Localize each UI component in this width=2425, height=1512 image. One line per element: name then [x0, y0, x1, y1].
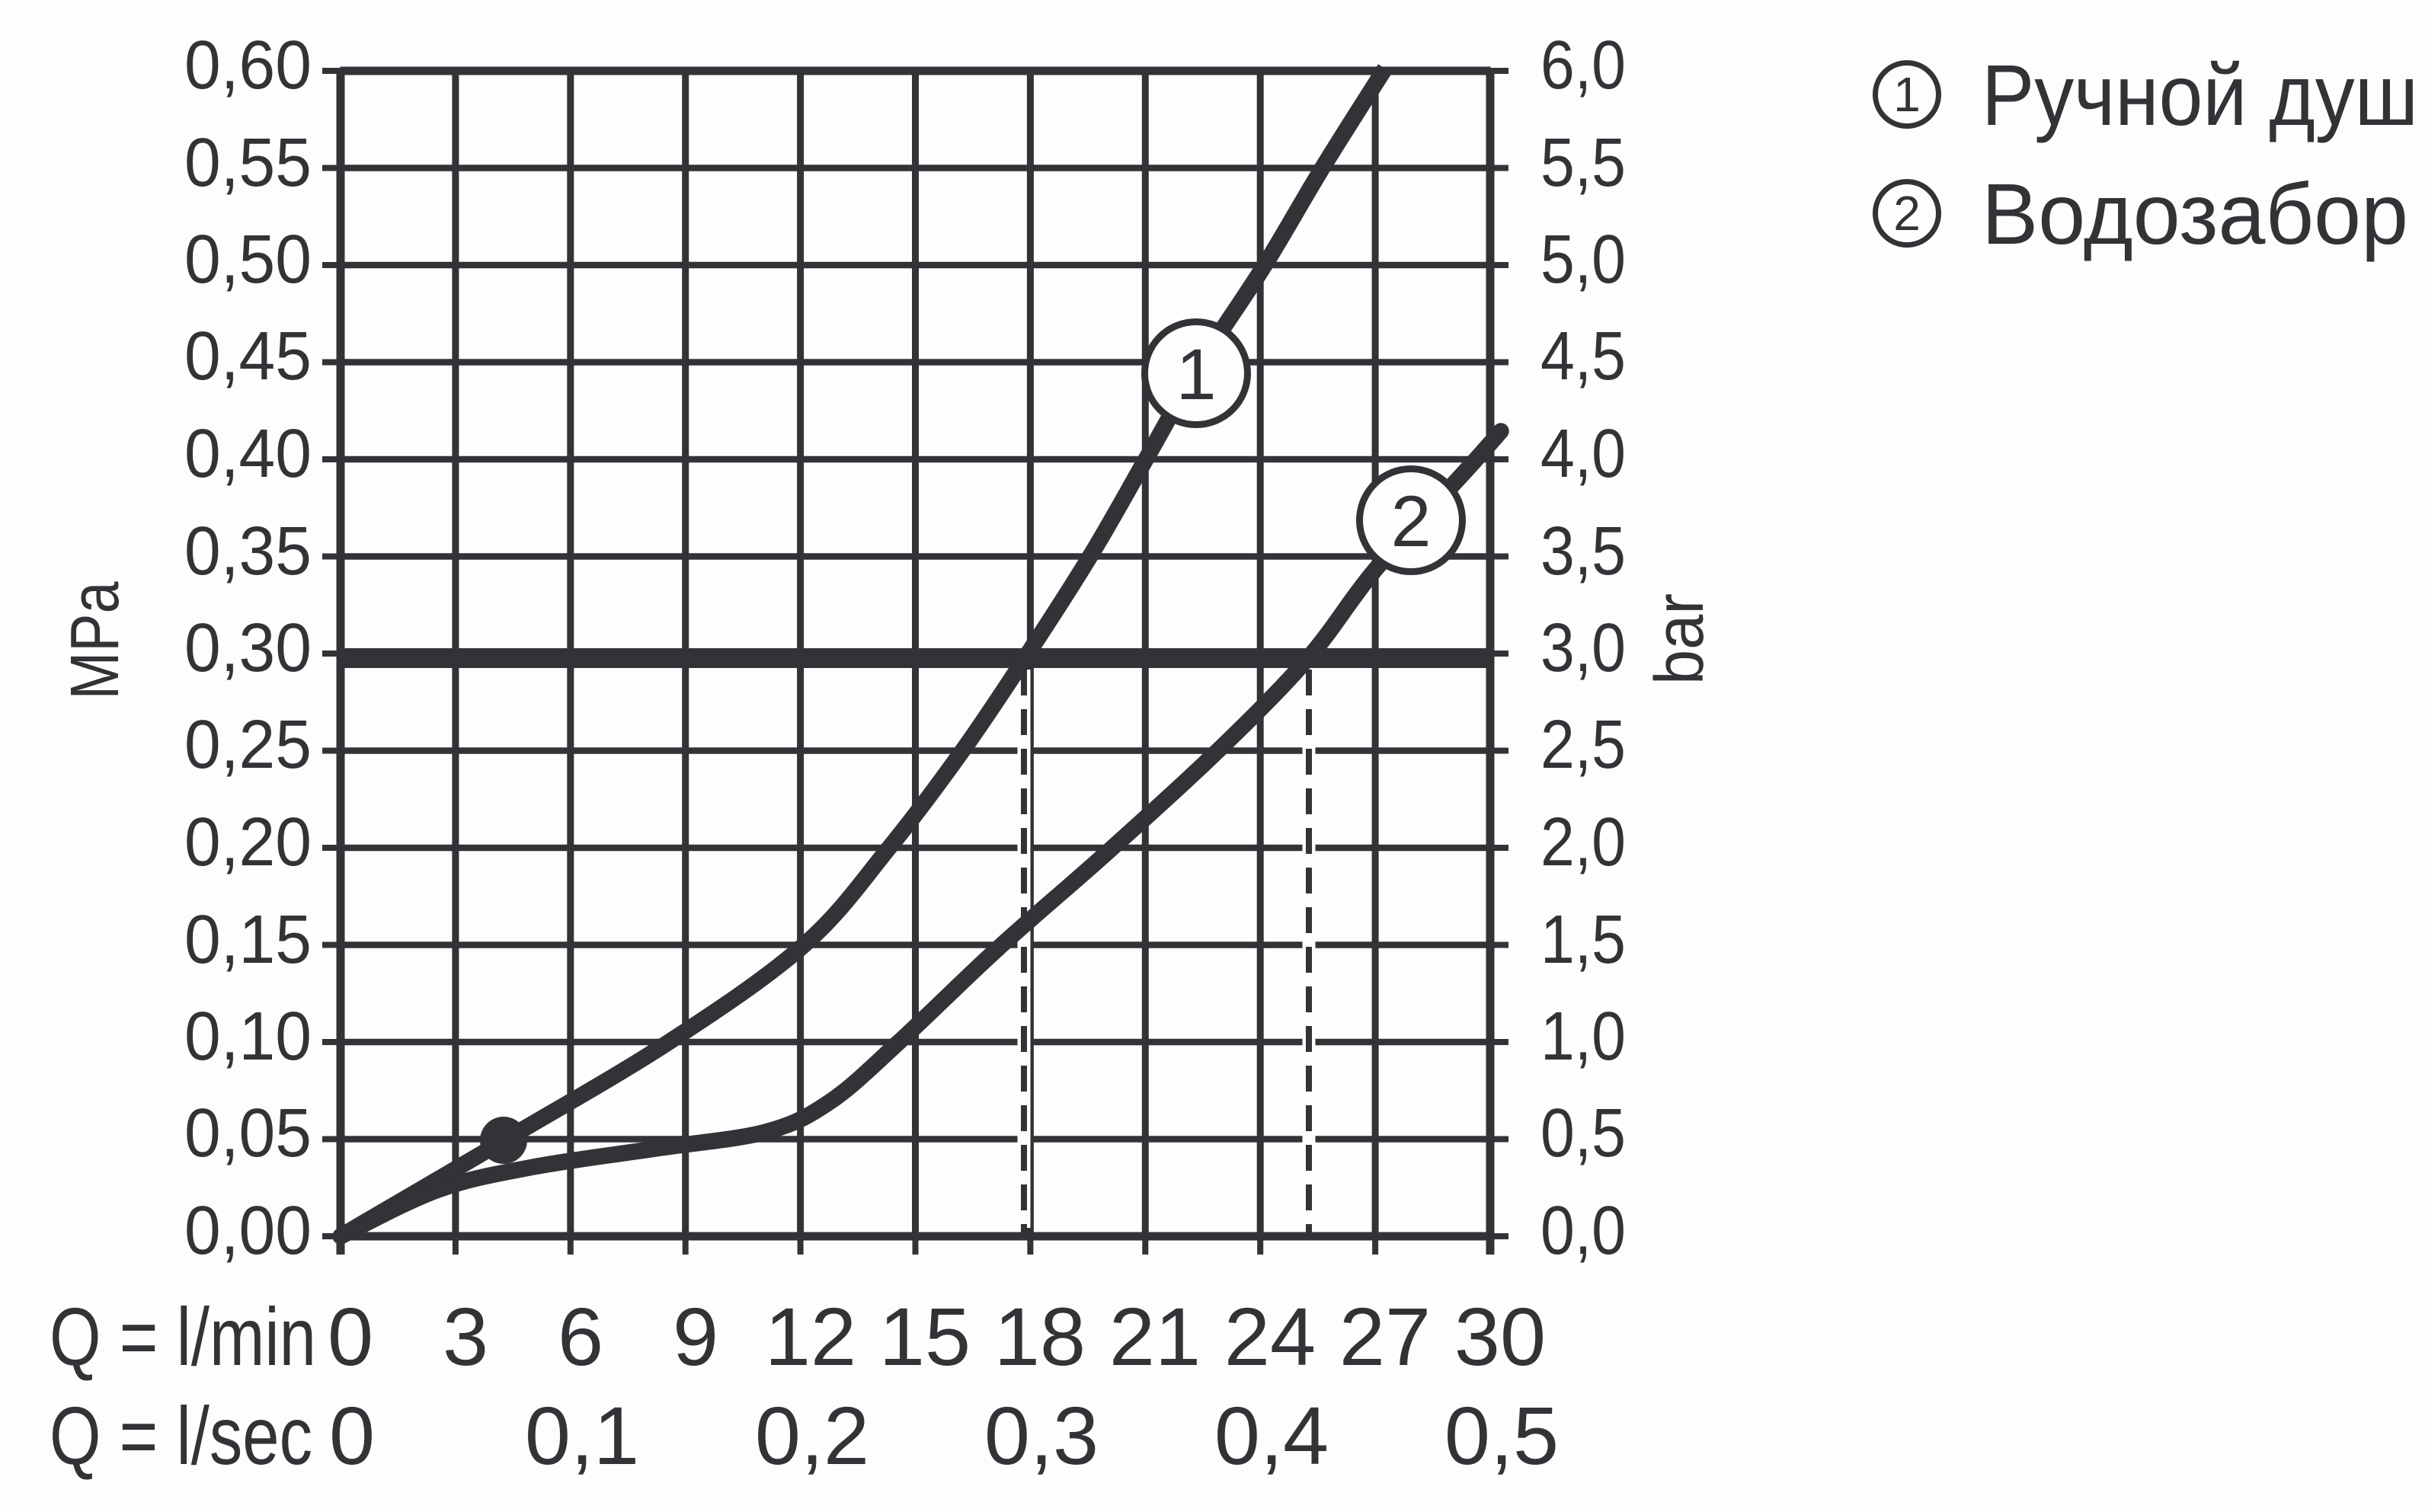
- svg-text:0,2: 0,2: [755, 1389, 869, 1482]
- svg-text:1,5: 1,5: [1540, 902, 1626, 978]
- svg-text:0,1: 0,1: [525, 1389, 639, 1482]
- svg-text:0,60: 0,60: [184, 27, 312, 104]
- svg-text:2: 2: [1391, 481, 1432, 562]
- svg-text:0,55: 0,55: [184, 125, 312, 201]
- svg-text:0,5: 0,5: [1444, 1389, 1559, 1482]
- svg-text:1: 1: [1893, 67, 1921, 122]
- svg-text:0: 0: [329, 1389, 375, 1482]
- svg-text:0,20: 0,20: [184, 804, 312, 881]
- svg-text:21: 21: [1109, 1290, 1201, 1383]
- svg-text:0,40: 0,40: [184, 416, 312, 492]
- svg-text:0,25: 0,25: [184, 707, 312, 783]
- svg-text:0,3: 0,3: [984, 1389, 1099, 1482]
- svg-text:4,0: 4,0: [1540, 416, 1626, 492]
- svg-text:3,5: 3,5: [1540, 513, 1626, 590]
- svg-text:6,0: 6,0: [1540, 27, 1626, 104]
- svg-text:Водозабор: Водозабор: [1982, 166, 2408, 262]
- svg-text:0,0: 0,0: [1540, 1193, 1626, 1269]
- svg-text:27: 27: [1339, 1290, 1431, 1383]
- svg-text:5,0: 5,0: [1540, 222, 1626, 298]
- svg-text:0,00: 0,00: [184, 1193, 312, 1269]
- svg-text:24: 24: [1224, 1290, 1316, 1383]
- svg-text:0,50: 0,50: [184, 222, 312, 298]
- svg-text:0,45: 0,45: [184, 318, 312, 395]
- svg-text:6: 6: [558, 1290, 603, 1383]
- svg-text:1: 1: [1176, 334, 1217, 415]
- svg-text:Q = l/sec: Q = l/sec: [50, 1389, 312, 1482]
- svg-text:0,15: 0,15: [184, 902, 312, 978]
- svg-text:2,0: 2,0: [1540, 804, 1626, 881]
- svg-text:0,05: 0,05: [184, 1095, 312, 1172]
- svg-text:Ручной душ: Ручной душ: [1982, 47, 2418, 143]
- svg-text:0,10: 0,10: [184, 999, 312, 1075]
- svg-text:0: 0: [328, 1290, 373, 1383]
- svg-text:30: 30: [1454, 1290, 1546, 1383]
- svg-text:MPa: MPa: [57, 581, 133, 700]
- svg-text:18: 18: [994, 1290, 1086, 1383]
- svg-text:0,4: 0,4: [1214, 1389, 1329, 1482]
- svg-text:0,35: 0,35: [184, 513, 312, 590]
- svg-text:12: 12: [765, 1290, 856, 1383]
- svg-text:9: 9: [673, 1290, 718, 1383]
- svg-text:15: 15: [879, 1290, 971, 1383]
- svg-text:Q = l/min: Q = l/min: [50, 1290, 316, 1383]
- svg-text:0,30: 0,30: [184, 610, 312, 686]
- svg-text:2: 2: [1893, 186, 1921, 241]
- svg-text:2,5: 2,5: [1540, 707, 1626, 783]
- svg-text:0,5: 0,5: [1540, 1095, 1626, 1172]
- svg-text:1,0: 1,0: [1540, 999, 1626, 1075]
- svg-text:5,5: 5,5: [1540, 125, 1626, 201]
- svg-text:3,0: 3,0: [1540, 610, 1626, 686]
- svg-text:bar: bar: [1642, 593, 1718, 685]
- svg-text:4,5: 4,5: [1540, 318, 1626, 395]
- svg-text:3: 3: [443, 1290, 488, 1383]
